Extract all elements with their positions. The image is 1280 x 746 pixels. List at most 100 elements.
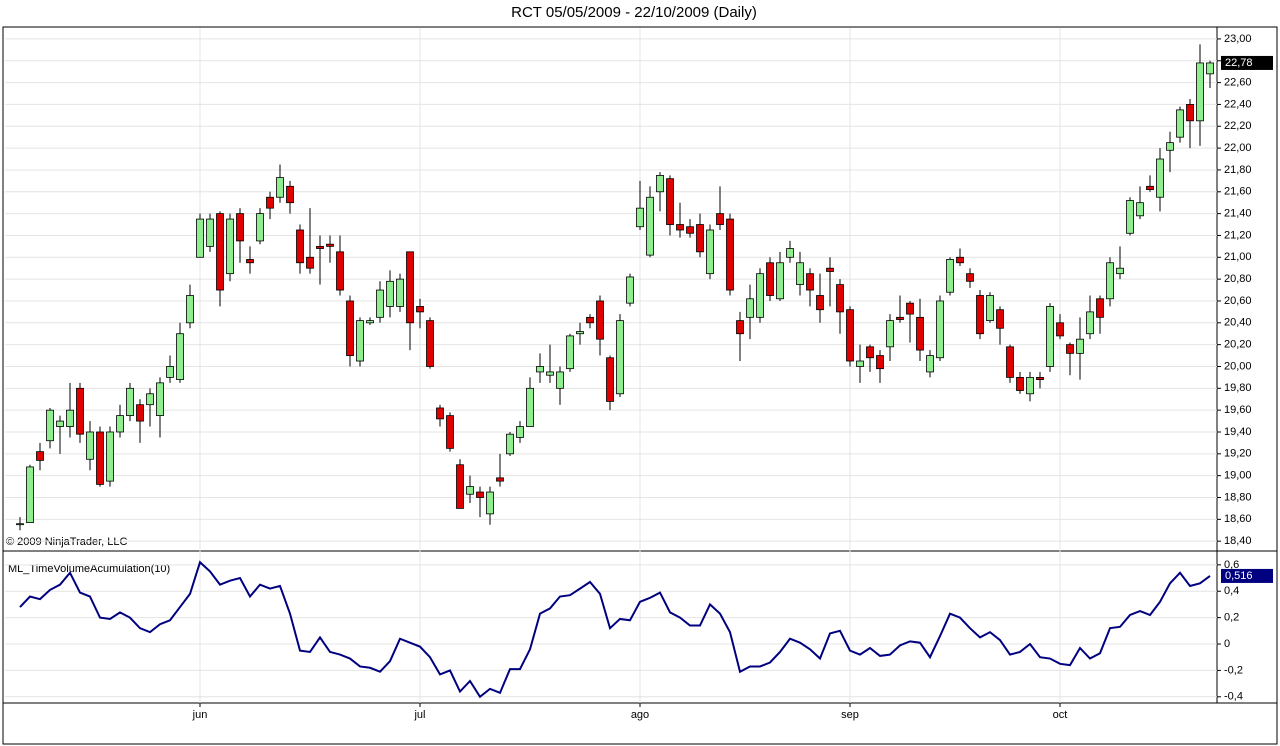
candle-body (376, 289, 384, 318)
candle-body (1206, 62, 1214, 75)
candle-body (766, 262, 774, 296)
candle-body (136, 404, 144, 422)
candle-body (16, 523, 24, 526)
candle-body (576, 331, 584, 335)
last-value-label: 22,78 (1225, 57, 1253, 69)
candle-body (566, 335, 574, 370)
y-tick-label: 19,80 (1224, 382, 1252, 394)
candle-body (176, 333, 184, 380)
candle-body (506, 433, 514, 455)
chart-title: RCT 05/05/2009 - 22/10/2009 (Daily) (511, 4, 757, 21)
candle-body (806, 273, 814, 291)
y-tick-label: 21,20 (1224, 229, 1252, 241)
candle-body (366, 320, 374, 324)
candle-body (146, 393, 154, 406)
candle-body (986, 295, 994, 322)
candle-body (1106, 262, 1114, 300)
candle-body (1006, 346, 1014, 378)
y-tick-label: 23,00 (1224, 33, 1252, 45)
y-tick-label: 18,80 (1224, 491, 1252, 503)
candle-body (466, 486, 474, 495)
candle-body (496, 477, 504, 482)
y-tick-label: 21,40 (1224, 208, 1252, 220)
candle-body (966, 273, 974, 282)
candle-body (386, 280, 394, 307)
y-tick-label: 22,60 (1224, 76, 1252, 88)
candle-body (916, 316, 924, 351)
candle-body (256, 213, 264, 242)
candle-body (426, 320, 434, 367)
candle-body (886, 320, 894, 348)
candle-body (956, 256, 964, 264)
candle-body (276, 177, 284, 198)
candle-body (906, 302, 914, 315)
candle-body (66, 409, 74, 427)
candle-body (356, 320, 364, 362)
candle-body (126, 387, 134, 417)
candle-body (696, 224, 704, 253)
candle-body (456, 464, 464, 509)
candle-body (706, 229, 714, 275)
y-tick-label: 21,80 (1224, 164, 1252, 176)
indicator-line (19, 560, 1211, 699)
candle-body (196, 218, 204, 258)
indicator-title: ML_TimeVolumeAcumulation(10) (8, 563, 170, 575)
x-tick-label: oct (1053, 709, 1068, 721)
y-tick-label: 0,6 (1224, 559, 1239, 571)
candle-body (476, 491, 484, 498)
candle-body (216, 213, 224, 291)
y-tick-label: -0,4 (1224, 691, 1243, 703)
candle-body (1076, 338, 1084, 354)
candle-body (666, 178, 674, 225)
candle-body (1056, 322, 1064, 337)
candle-body (186, 295, 194, 324)
candle-body (306, 256, 314, 269)
candle-body (1196, 62, 1204, 122)
candle-body (546, 371, 554, 376)
y-tick-label: 21,00 (1224, 251, 1252, 263)
candle-body (516, 426, 524, 438)
candle-body (26, 466, 34, 524)
y-tick-label: 20,00 (1224, 360, 1252, 372)
candle-body (166, 366, 174, 378)
candle-body (106, 431, 114, 482)
candle-body (556, 371, 564, 389)
candle-body (926, 355, 934, 373)
y-tick-label: 0,2 (1224, 612, 1239, 624)
candle-body (606, 357, 614, 402)
candle-body (116, 415, 124, 433)
candle-body (936, 300, 944, 359)
candle-body (76, 387, 84, 435)
candle-body (686, 226, 694, 234)
y-tick-label: 0,4 (1224, 585, 1239, 597)
candle-body (436, 407, 444, 420)
y-tick-label: 0 (1224, 638, 1230, 650)
candle-body (946, 259, 954, 293)
y-tick-label: 18,40 (1224, 535, 1252, 547)
candle-body (866, 346, 874, 359)
x-tick-label: jul (413, 709, 425, 721)
candle-body (286, 185, 294, 204)
candle-body (996, 309, 1004, 329)
candle-body (716, 213, 724, 225)
candle-body (36, 451, 44, 461)
candle-body (676, 224, 684, 231)
candle-body (246, 259, 254, 264)
candle-body (796, 262, 804, 285)
candle-body (486, 491, 494, 515)
candle-body (1016, 376, 1024, 391)
candle-body (1086, 311, 1094, 335)
candle-body (316, 245, 324, 249)
candle-body (1026, 376, 1034, 395)
candle-body (636, 207, 644, 228)
candle-body (1036, 376, 1044, 380)
last-value-box (1221, 568, 1273, 583)
candle-body (336, 251, 344, 291)
copyright: © 2009 NinjaTrader, LLC (6, 536, 127, 548)
y-tick-label: 19,40 (1224, 426, 1252, 438)
candle-body (236, 213, 244, 242)
candle-body (726, 218, 734, 291)
candle-body (326, 243, 334, 247)
candle-body (816, 295, 824, 311)
